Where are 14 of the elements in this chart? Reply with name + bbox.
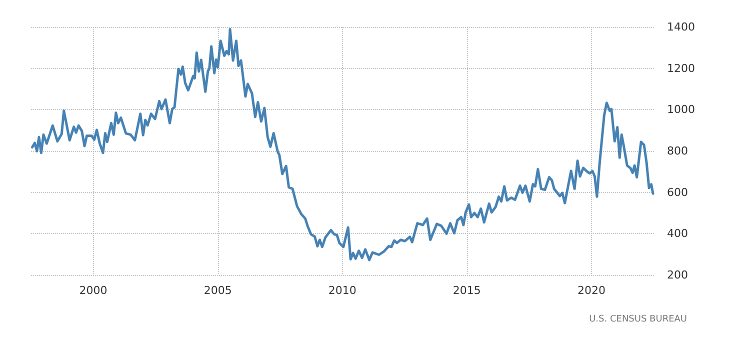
text: U.S. CENSUS BUREAU bbox=[589, 314, 687, 324]
y-tick-label: 800 bbox=[667, 144, 688, 158]
y-tick-label: 1200 bbox=[667, 62, 695, 75]
line-series bbox=[30, 28, 654, 262]
x-tick-label: 2000 bbox=[79, 284, 108, 297]
x-tick-label: 2020 bbox=[577, 284, 606, 297]
x-tick-label: 2015 bbox=[452, 284, 481, 297]
y-tick-label: 1000 bbox=[667, 103, 695, 116]
y-tick-label: 1400 bbox=[667, 20, 695, 34]
x-tick-label: 2005 bbox=[204, 284, 232, 297]
y-tick-label: 400 bbox=[667, 227, 688, 240]
y-tick-label: 200 bbox=[667, 268, 688, 282]
y-tick-label: 600 bbox=[667, 186, 688, 199]
x-tick-label: 2010 bbox=[328, 284, 356, 297]
